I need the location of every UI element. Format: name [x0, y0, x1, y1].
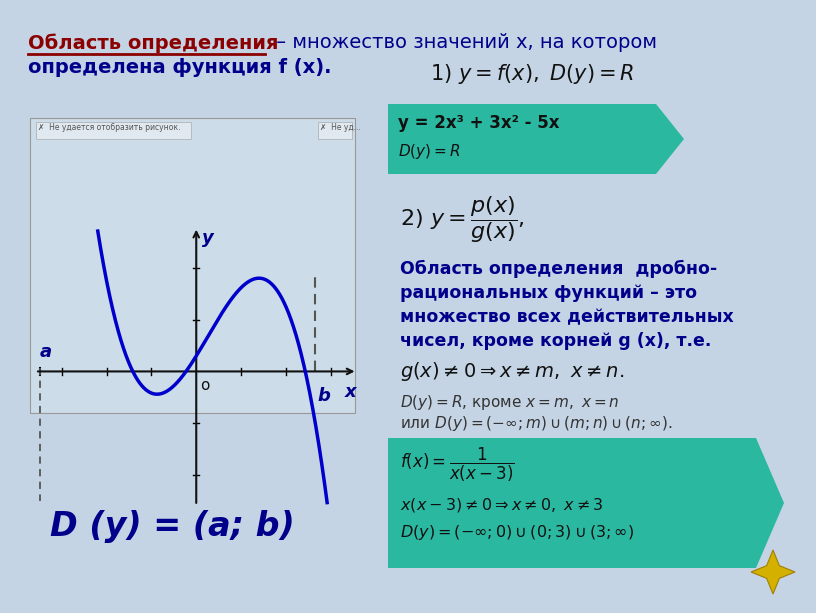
Text: Область определения: Область определения: [28, 33, 278, 53]
Text: a: a: [39, 343, 51, 361]
Text: Область определения  дробно-: Область определения дробно-: [400, 260, 717, 278]
Text: $x(x-3)\neq 0\Rightarrow x\neq 0,\ x\neq 3$: $x(x-3)\neq 0\Rightarrow x\neq 0,\ x\neq…: [400, 496, 604, 514]
Text: определена функция f (x).: определена функция f (x).: [28, 58, 331, 77]
FancyBboxPatch shape: [318, 122, 352, 139]
Text: b: b: [317, 387, 330, 405]
Text: x: x: [345, 383, 357, 401]
Text: ✗  Не удается отобразить рисунок.: ✗ Не удается отобразить рисунок.: [38, 123, 180, 132]
Text: o: o: [200, 378, 209, 393]
Text: $f(x) = \dfrac{1}{x(x - 3)}$: $f(x) = \dfrac{1}{x(x - 3)}$: [400, 446, 515, 484]
Polygon shape: [388, 438, 784, 568]
Text: – множество значений x, на котором: – множество значений x, на котором: [270, 33, 657, 52]
Text: рациональных функций – это: рациональных функций – это: [400, 284, 697, 302]
Text: y: y: [202, 229, 213, 248]
Text: $g(x)\neq 0\Rightarrow x\neq m,\ x\neq n.$: $g(x)\neq 0\Rightarrow x\neq m,\ x\neq n…: [400, 360, 624, 383]
FancyBboxPatch shape: [30, 118, 355, 413]
Text: $D(y) = R$, кроме $x = m,\ x = n$: $D(y) = R$, кроме $x = m,\ x = n$: [400, 393, 619, 412]
Text: или $D(y)=(-\infty;m)\cup(m;n)\cup(n;\infty).$: или $D(y)=(-\infty;m)\cup(m;n)\cup(n;\in…: [400, 414, 672, 433]
Text: $2)\ y = \dfrac{p(x)}{g(x)},$: $2)\ y = \dfrac{p(x)}{g(x)},$: [400, 194, 525, 245]
Polygon shape: [751, 550, 795, 594]
Text: множество всех действительных: множество всех действительных: [400, 308, 734, 326]
FancyBboxPatch shape: [36, 122, 191, 139]
Text: $D(y)=(-\infty;0)\cup(0;3)\cup(3;\infty)$: $D(y)=(-\infty;0)\cup(0;3)\cup(3;\infty)…: [400, 523, 634, 542]
Text: $D(y) = R$: $D(y) = R$: [398, 142, 460, 161]
Text: $1)\ y = f(x),\ D(y) = R$: $1)\ y = f(x),\ D(y) = R$: [430, 62, 635, 86]
Text: y = 2x³ + 3x² - 5x: y = 2x³ + 3x² - 5x: [398, 114, 560, 132]
Text: D (y) = (a; b): D (y) = (a; b): [50, 510, 295, 543]
Text: чисел, кроме корней g (x), т.е.: чисел, кроме корней g (x), т.е.: [400, 332, 712, 350]
Polygon shape: [388, 104, 684, 174]
Text: ✗  Не уд...: ✗ Не уд...: [320, 123, 361, 132]
